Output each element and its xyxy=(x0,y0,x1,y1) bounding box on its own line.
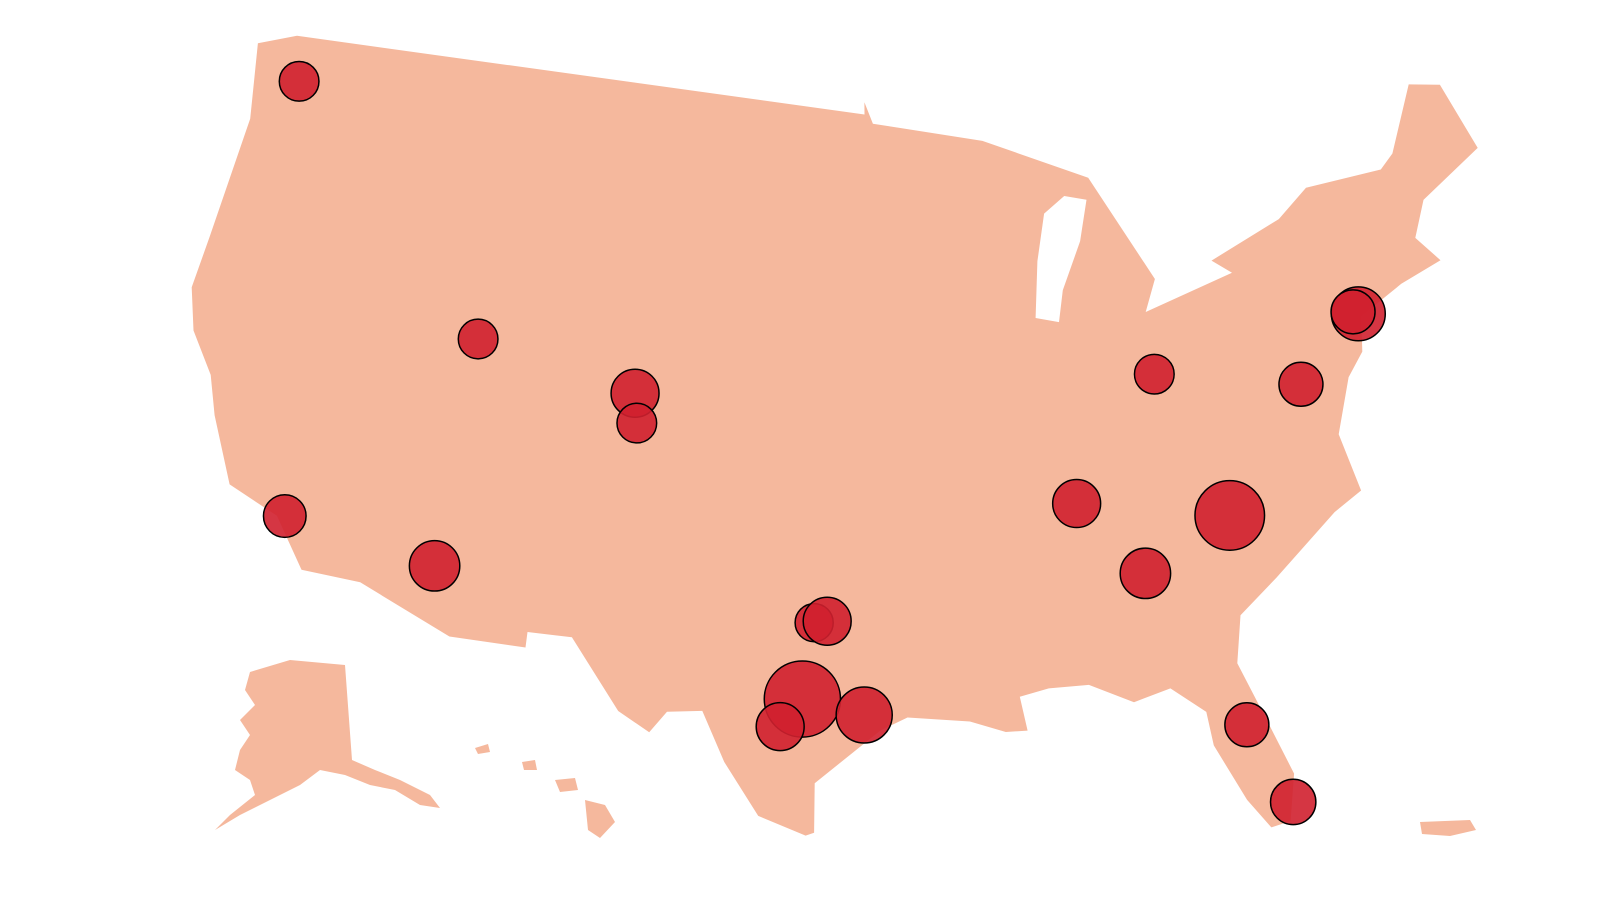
bubble xyxy=(278,60,320,102)
bubble xyxy=(457,318,499,360)
bubble xyxy=(616,402,658,444)
bubble xyxy=(1051,478,1102,529)
alaska xyxy=(215,660,440,830)
hawaii xyxy=(475,744,615,838)
bubble xyxy=(1224,702,1270,748)
bubble xyxy=(835,686,893,744)
bubble xyxy=(802,596,852,646)
lower-48 xyxy=(191,35,1478,836)
puerto-rico xyxy=(1420,820,1476,836)
bubble xyxy=(1133,353,1175,395)
bubble xyxy=(1194,479,1266,551)
bubble xyxy=(755,701,805,752)
bubbles xyxy=(262,60,1387,826)
bubble xyxy=(1269,778,1317,826)
lake-michigan xyxy=(1035,196,1087,323)
bubble xyxy=(408,539,461,592)
bubble xyxy=(1119,547,1172,600)
bubble xyxy=(1278,361,1324,408)
bubble xyxy=(1330,289,1376,335)
bubble xyxy=(262,493,307,539)
land xyxy=(191,35,1478,838)
